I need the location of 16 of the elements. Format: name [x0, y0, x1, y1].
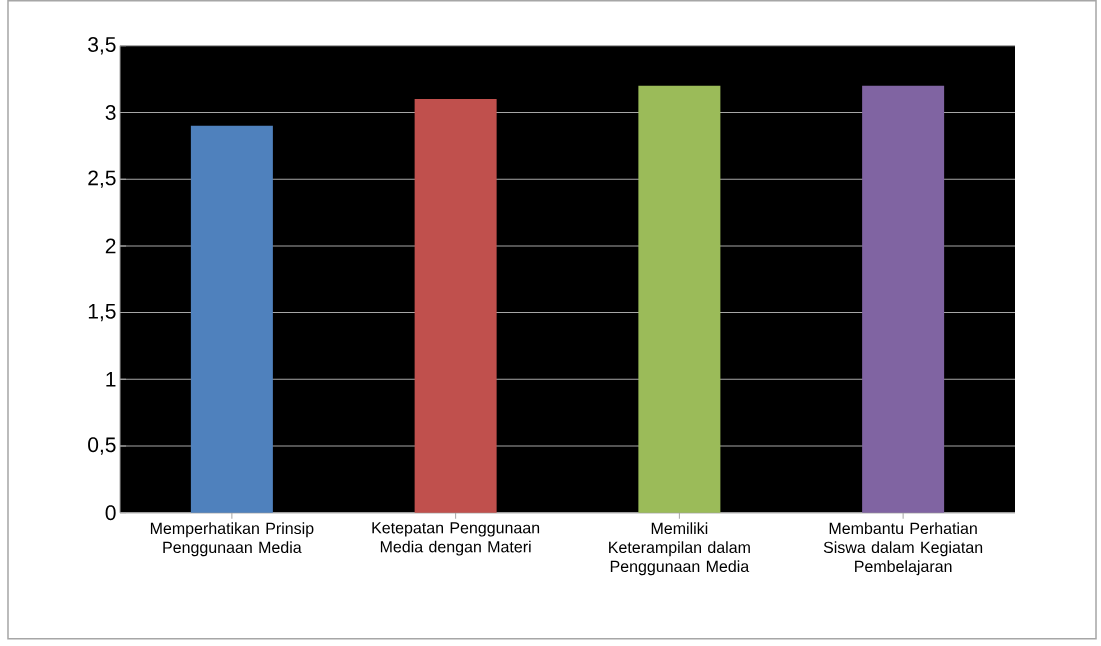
y-tick-label: 0 — [105, 505, 116, 521]
bar — [638, 85, 721, 513]
bar — [862, 85, 945, 513]
y-tick-label: 3 — [105, 105, 116, 121]
y-tick-label: 3,5 — [88, 37, 116, 55]
bar — [190, 125, 273, 513]
x-tick-label: Ketepatan Penggunaan Media dengan Materi — [372, 522, 540, 556]
y-tick-label: 2 — [105, 238, 116, 254]
y-tick-label: 0,5 — [88, 437, 116, 455]
y-tick-label: 2,5 — [88, 170, 116, 188]
bar — [414, 99, 497, 513]
x-tick-label: Memiliki Keterampilan dalam Penggunaan Media — [609, 522, 750, 576]
x-tick-label: Memperhatikan Prinsip Penggunaan Media — [150, 522, 314, 557]
y-tick-label: 1 — [106, 372, 116, 387]
y-tick-label: 1,5 — [88, 304, 116, 322]
x-tick-label: Membantu Perhatian Siswa dalam Kegiatan Pembelajaran — [823, 522, 983, 576]
